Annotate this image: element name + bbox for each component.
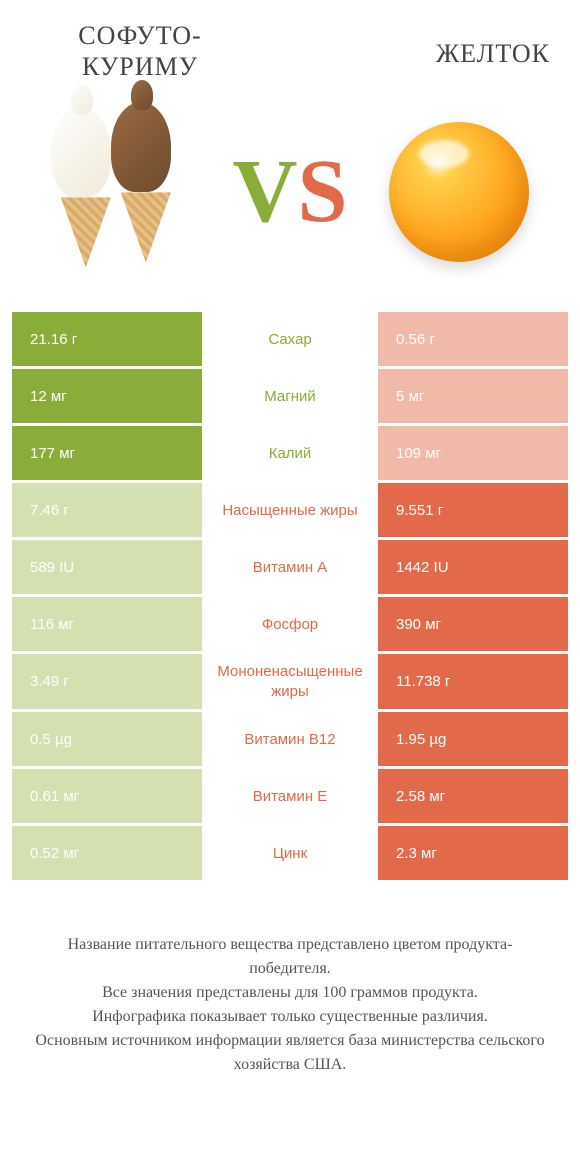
value-right: 1442 IU: [378, 540, 568, 594]
vs-s: S: [297, 142, 347, 241]
footer-line: Основным источником информации является …: [28, 1029, 552, 1077]
footer-line: Название питательного вещества представл…: [28, 933, 552, 981]
vs-v: V: [232, 142, 297, 241]
nutrient-label: Мононенасыщенные жиры: [202, 654, 378, 709]
value-left: 116 мг: [12, 597, 202, 651]
images-row: VS: [0, 92, 580, 312]
header: СОФУТО-КУРИМУ ЖЕЛТОК: [0, 0, 580, 92]
product-left-image: [31, 102, 211, 282]
value-right: 390 мг: [378, 597, 568, 651]
value-left: 7.46 г: [12, 483, 202, 537]
footer-line: Инфографика показывает только существенн…: [28, 1005, 552, 1029]
ice-cream-icon: [41, 102, 201, 282]
value-right: 0.56 г: [378, 312, 568, 366]
table-row: 0.5 µgВитамин B121.95 µg: [12, 712, 568, 766]
nutrient-label: Магний: [202, 369, 378, 423]
value-right: 1.95 µg: [378, 712, 568, 766]
product-right-title: ЖЕЛТОК: [330, 20, 550, 69]
table-row: 0.52 мгЦинк2.3 мг: [12, 826, 568, 880]
vs-label: VS: [232, 147, 347, 237]
nutrient-label: Цинк: [202, 826, 378, 880]
value-left: 0.5 µg: [12, 712, 202, 766]
table-row: 3.49 гМононенасыщенные жиры11.738 г: [12, 654, 568, 709]
table-row: 0.61 мгВитамин E2.58 мг: [12, 769, 568, 823]
table-row: 116 мгФосфор390 мг: [12, 597, 568, 651]
table-row: 12 мгМагний5 мг: [12, 369, 568, 423]
nutrient-label: Витамин E: [202, 769, 378, 823]
value-left: 12 мг: [12, 369, 202, 423]
table-row: 21.16 гСахар0.56 г: [12, 312, 568, 366]
value-left: 3.49 г: [12, 654, 202, 709]
product-left-title: СОФУТО-КУРИМУ: [30, 20, 250, 82]
nutrient-label: Витамин A: [202, 540, 378, 594]
value-left: 177 мг: [12, 426, 202, 480]
nutrient-label: Сахар: [202, 312, 378, 366]
value-left: 589 IU: [12, 540, 202, 594]
value-right: 9.551 г: [378, 483, 568, 537]
value-left: 21.16 г: [12, 312, 202, 366]
table-row: 589 IUВитамин A1442 IU: [12, 540, 568, 594]
nutrient-label: Насыщенные жиры: [202, 483, 378, 537]
product-right-image: [369, 102, 549, 282]
value-right: 109 мг: [378, 426, 568, 480]
table-row: 7.46 гНасыщенные жиры9.551 г: [12, 483, 568, 537]
value-left: 0.61 мг: [12, 769, 202, 823]
yolk-icon: [389, 122, 529, 262]
footer-notes: Название питательного вещества представл…: [0, 883, 580, 1077]
value-right: 5 мг: [378, 369, 568, 423]
value-left: 0.52 мг: [12, 826, 202, 880]
value-right: 2.3 мг: [378, 826, 568, 880]
comparison-table: 21.16 гСахар0.56 г12 мгМагний5 мг177 мгК…: [0, 312, 580, 880]
value-right: 2.58 мг: [378, 769, 568, 823]
table-row: 177 мгКалий109 мг: [12, 426, 568, 480]
nutrient-label: Фосфор: [202, 597, 378, 651]
footer-line: Все значения представлены для 100 граммо…: [28, 981, 552, 1005]
nutrient-label: Витамин B12: [202, 712, 378, 766]
value-right: 11.738 г: [378, 654, 568, 709]
nutrient-label: Калий: [202, 426, 378, 480]
